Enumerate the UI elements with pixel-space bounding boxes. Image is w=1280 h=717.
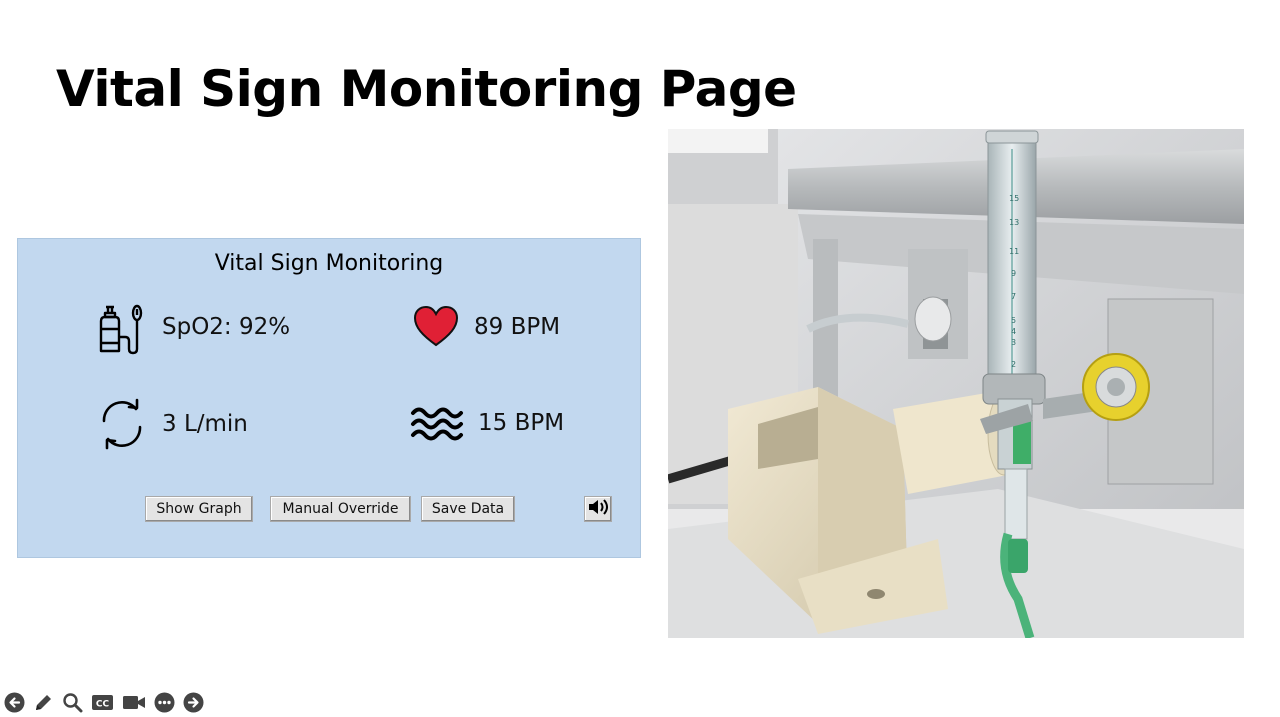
zoom-icon[interactable] (62, 692, 83, 717)
spo2-value: SpO2: 92% (162, 314, 291, 340)
scale-label: 11 (1009, 247, 1019, 256)
slide-title: Vital Sign Monitoring Page (56, 60, 797, 118)
more-icon[interactable] (154, 692, 175, 717)
respiration-rate-reading: 15 BPM (410, 403, 564, 443)
scale-label: 9 (1011, 269, 1016, 278)
captions-icon[interactable]: CC (91, 692, 114, 717)
video-icon[interactable] (122, 692, 146, 717)
svg-text:CC: CC (96, 700, 110, 710)
heart-icon (412, 305, 460, 349)
vital-sign-panel: Vital Sign Monitoring SpO2: 92% 89 BPM (17, 238, 641, 558)
previous-icon[interactable] (4, 692, 25, 717)
show-graph-button[interactable]: Show Graph (145, 496, 253, 522)
panel-title: Vital Sign Monitoring (214, 251, 444, 276)
scale-label: 4 (1011, 327, 1016, 336)
flow-rate-value: 3 L/min (162, 411, 248, 437)
flow-rate-reading: 3 L/min (96, 397, 248, 451)
respiration-rate-value: 15 BPM (478, 410, 565, 436)
flowmeter-photo: 15 13 11 9 7 5 4 3 2 (668, 129, 1244, 638)
save-data-button[interactable]: Save Data (421, 496, 515, 522)
scale-label: 7 (1011, 292, 1016, 301)
refresh-cycle-icon (96, 397, 148, 451)
heart-rate-reading: 89 BPM (412, 305, 560, 349)
scale-label: 3 (1011, 338, 1016, 347)
waves-icon (410, 403, 464, 443)
speaker-icon (587, 498, 609, 520)
scale-label: 13 (1009, 218, 1019, 227)
oxygen-tank-icon (96, 299, 148, 355)
scale-label: 2 (1011, 360, 1016, 369)
next-icon[interactable] (183, 692, 204, 717)
spo2-reading: SpO2: 92% (96, 299, 290, 355)
scale-label: 15 (1009, 194, 1019, 203)
pen-icon[interactable] (33, 692, 54, 717)
sound-toggle-button[interactable] (584, 496, 612, 522)
manual-override-button[interactable]: Manual Override (270, 496, 411, 522)
scale-label: 5 (1011, 316, 1016, 325)
heart-rate-value: 89 BPM (474, 314, 561, 340)
presentation-toolbar: CC (4, 692, 204, 717)
